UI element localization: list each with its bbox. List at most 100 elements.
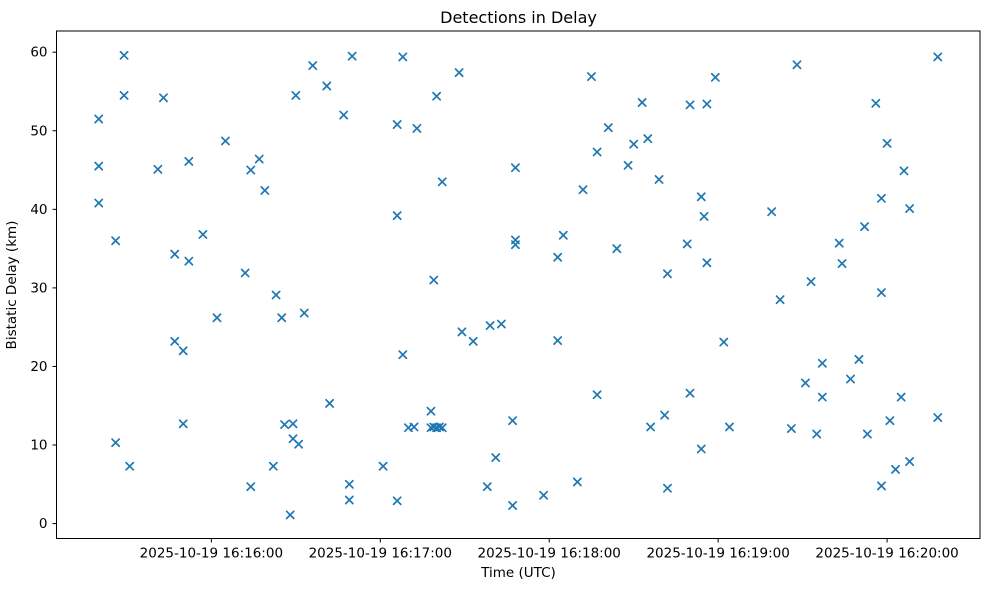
data-point-marker [933, 52, 943, 62]
data-point-marker [682, 239, 692, 249]
data-point-marker [392, 211, 402, 221]
data-point-marker [254, 154, 264, 164]
data-point-marker [629, 139, 639, 149]
data-point-marker [322, 81, 332, 91]
data-point-marker [637, 98, 647, 107]
data-point-marker [111, 236, 121, 246]
data-point-marker [685, 388, 695, 398]
data-point-marker [482, 482, 492, 492]
data-point-marker [398, 350, 408, 360]
data-point-marker [510, 240, 520, 250]
data-point-marker [702, 258, 712, 268]
x-tick-label: 2025-10-19 16:16:00 [140, 546, 283, 562]
data-point-marker [775, 295, 785, 305]
data-point-marker [437, 177, 447, 187]
data-point-marker [299, 308, 309, 318]
data-point-marker [468, 336, 478, 346]
data-point-marker [905, 204, 915, 213]
x-axis-label: Time (UTC) [481, 565, 556, 581]
data-point-marker [877, 481, 886, 491]
data-point-marker [291, 90, 301, 100]
chart-title: Detections in Delay [440, 8, 597, 27]
data-point-marker [212, 313, 222, 323]
y-tick-label: 30 [30, 280, 47, 296]
data-point-marker [846, 374, 855, 384]
data-point-marker [558, 230, 568, 240]
y-tick-label: 10 [30, 438, 47, 454]
data-point-marker [392, 120, 402, 129]
data-point-marker [854, 354, 864, 364]
data-point-marker [220, 136, 230, 146]
data-point-marker [933, 413, 943, 422]
data-point-marker [587, 72, 596, 82]
data-point-marker [885, 416, 895, 426]
data-point-marker [409, 422, 419, 432]
data-point-marker [812, 429, 822, 439]
data-point-marker [268, 461, 278, 471]
data-point-marker [184, 256, 194, 266]
data-point-marker [378, 461, 388, 471]
data-point-marker [178, 346, 188, 356]
data-point-marker [719, 337, 729, 347]
data-point-marker [485, 321, 495, 331]
data-point-marker [285, 510, 295, 520]
data-point-marker [592, 147, 602, 157]
data-point-marker [882, 138, 892, 148]
data-point-marker [817, 392, 827, 402]
data-point-marker [905, 457, 915, 466]
data-point-marker [347, 51, 357, 61]
plot-border [56, 30, 981, 539]
data-point-marker [710, 72, 720, 82]
data-point-marker [724, 422, 734, 432]
data-point-marker [111, 438, 121, 448]
data-point-marker [437, 423, 447, 433]
data-point-marker [891, 464, 900, 474]
x-tick-label: 2025-10-19 16:20:00 [815, 546, 958, 562]
data-point-marker [344, 495, 354, 505]
data-point-marker [429, 275, 439, 285]
data-point-marker [508, 501, 518, 510]
data-point-marker [260, 186, 270, 195]
data-point-marker [94, 161, 104, 171]
data-point-marker [786, 424, 796, 433]
data-point-marker [119, 50, 129, 60]
data-point-marker [280, 420, 290, 430]
data-point-marker [432, 91, 442, 101]
data-point-marker [834, 238, 844, 248]
y-tick-label: 20 [30, 359, 47, 375]
data-point-marker [277, 313, 287, 323]
data-point-marker [800, 378, 810, 388]
data-point-marker [539, 490, 549, 500]
data-point-marker [806, 277, 816, 287]
data-point-marker [837, 259, 847, 268]
data-point-marker [398, 52, 408, 62]
data-point-marker [170, 249, 180, 259]
data-point-marker [767, 207, 777, 217]
data-point-marker [339, 110, 349, 120]
data-point-marker [426, 406, 436, 416]
data-point-marker [685, 100, 695, 110]
data-point-marker [454, 68, 464, 78]
data-point-marker [663, 269, 672, 279]
data-point-marker [663, 483, 672, 493]
data-point-marker [553, 336, 563, 345]
data-point-marker [344, 479, 354, 489]
data-point-marker [308, 61, 318, 71]
data-point-marker [877, 193, 886, 203]
data-point-marker [240, 268, 250, 278]
x-tick-label: 2025-10-19 16:19:00 [646, 546, 789, 562]
data-point-marker [271, 290, 281, 300]
data-point-marker [159, 93, 168, 103]
data-point-marker [510, 163, 520, 173]
data-point-marker [817, 358, 827, 368]
data-point-marker [178, 419, 188, 429]
data-point-marker [94, 114, 104, 124]
data-point-marker [457, 327, 467, 337]
data-point-marker [699, 211, 709, 221]
data-point-marker [612, 244, 622, 254]
data-point-marker [702, 99, 712, 109]
y-tick-label: 40 [30, 202, 47, 218]
data-point-marker [660, 410, 670, 420]
data-point-marker [572, 477, 582, 487]
